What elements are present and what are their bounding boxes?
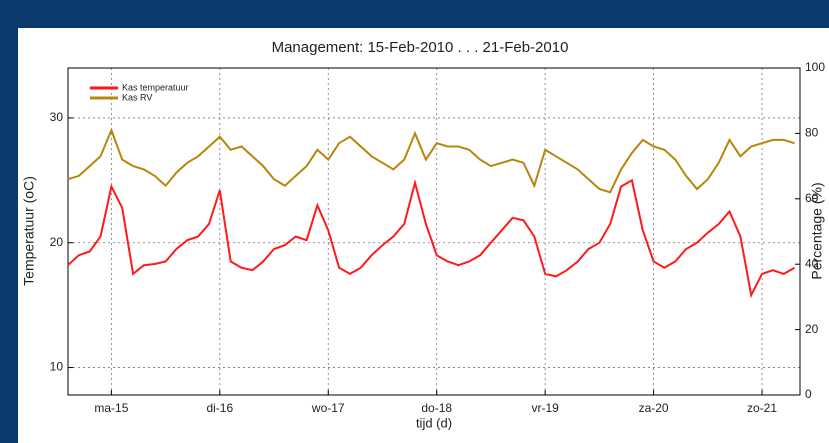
y2-tick-label: 20 bbox=[805, 322, 819, 336]
y2-tick-label: 60 bbox=[805, 191, 819, 205]
y2-tick-label: 100 bbox=[805, 60, 825, 74]
x-axis-label: tijd (d) bbox=[416, 415, 452, 430]
legend-label: Kas temperatuur bbox=[122, 82, 189, 92]
y-tick-label: 10 bbox=[50, 360, 64, 374]
x-tick-label: wo-17 bbox=[311, 401, 345, 415]
x-tick-label: za-20 bbox=[639, 401, 669, 415]
data-line bbox=[67, 127, 795, 194]
y-tick-label: 20 bbox=[50, 235, 64, 249]
plot-frame bbox=[67, 67, 801, 396]
legend-label: Kas RV bbox=[122, 92, 152, 102]
chart-title: Management: 15-Feb-2010 . . . 21-Feb-201… bbox=[272, 39, 569, 56]
x-tick-label: zo-21 bbox=[747, 401, 777, 415]
y2-tick-label: 40 bbox=[805, 256, 819, 270]
x-tick-label: vr-19 bbox=[531, 401, 559, 415]
x-tick-label: ma-15 bbox=[94, 401, 128, 415]
x-tick-label: di-16 bbox=[206, 401, 233, 415]
y2-axis-label: Percentage (%) bbox=[809, 182, 825, 279]
x-tick-label: do-18 bbox=[421, 401, 452, 415]
y2-tick-label: 0 bbox=[805, 387, 812, 401]
y2-tick-label: 80 bbox=[805, 126, 819, 140]
data-line bbox=[67, 178, 796, 299]
y-tick-label: 30 bbox=[50, 110, 64, 124]
chart-background bbox=[18, 28, 829, 443]
y-axis-label: Temperatuur (oC) bbox=[21, 176, 37, 286]
